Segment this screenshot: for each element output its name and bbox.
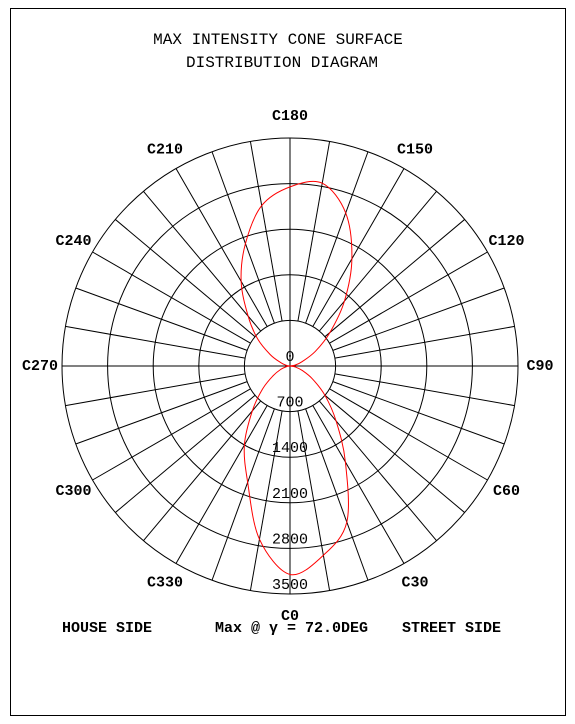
r-tick-label: 2100 (272, 486, 308, 503)
angle-tick-label: C120 (488, 233, 524, 250)
grid-spoke (92, 251, 251, 344)
grid-spoke (249, 410, 283, 591)
chart-title: MAX INTENSITY CONE SURFACE (153, 31, 403, 49)
grid-spoke (211, 151, 275, 324)
grid-spoke (297, 410, 331, 591)
grid-spoke (324, 394, 465, 513)
grid-spoke (65, 373, 246, 407)
intensity-curve (240, 180, 353, 576)
r-tick-label: 3500 (272, 577, 308, 594)
r-tick-label: 2800 (272, 531, 308, 548)
angle-tick-label: C210 (147, 141, 183, 158)
r-tick-label: 0 (285, 349, 294, 366)
grid-spoke (305, 151, 369, 324)
grid-spoke (324, 219, 465, 338)
grid-spoke (65, 325, 246, 359)
grid-spoke (318, 191, 437, 332)
grid-spoke (143, 191, 262, 332)
grid-spoke (75, 381, 248, 445)
grid-spoke (318, 400, 437, 541)
r-tick-label: 700 (276, 395, 303, 412)
grid-spoke (329, 251, 488, 344)
grid-spoke (305, 408, 369, 581)
angle-tick-label: C60 (493, 483, 520, 500)
angle-tick-label: C0 (281, 608, 299, 625)
angle-tick-label: C150 (397, 141, 433, 158)
angle-tick-label: C30 (401, 574, 428, 591)
grid-spoke (334, 325, 515, 359)
grid-spoke (297, 141, 331, 322)
grid-spoke (332, 381, 505, 445)
grid-spoke (143, 400, 262, 541)
angle-tick-label: C180 (272, 108, 308, 125)
grid-spoke (175, 168, 268, 327)
grid-spoke (249, 141, 283, 322)
grid-spoke (312, 405, 405, 564)
frame (10, 8, 566, 716)
grid-spoke (332, 287, 505, 351)
grid-spoke (334, 373, 515, 407)
angle-tick-label: C300 (55, 483, 91, 500)
grid-spoke (329, 388, 488, 481)
angle-tick-label: C240 (55, 233, 91, 250)
grid-spoke (75, 287, 248, 351)
grid-spoke (312, 168, 405, 327)
grid-spoke (175, 405, 268, 564)
angle-tick-label: C270 (22, 358, 58, 375)
grid-spoke (115, 219, 256, 338)
angle-tick-label: C90 (526, 358, 553, 375)
r-tick-label: 1400 (272, 440, 308, 457)
grid-spoke (92, 388, 251, 481)
angle-tick-label: C330 (147, 574, 183, 591)
annotation: STREET SIDE (402, 620, 501, 637)
chart-subtitle: DISTRIBUTION DIAGRAM (186, 54, 378, 72)
annotation: HOUSE SIDE (62, 620, 152, 637)
annotation: Max @ γ = 72.0DEG (215, 620, 368, 637)
grid-spoke (211, 408, 275, 581)
grid-spoke (115, 394, 256, 513)
